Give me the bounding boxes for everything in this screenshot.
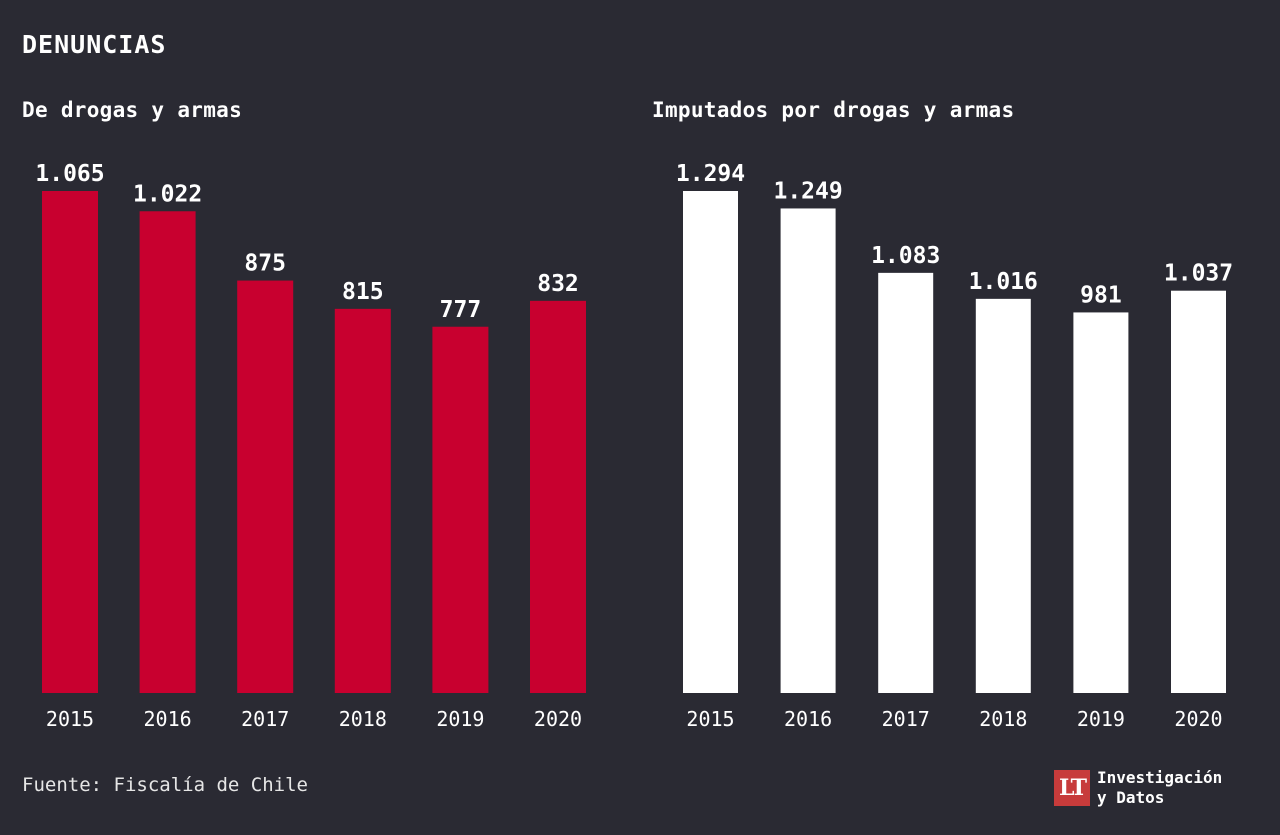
value-label-denuncias-2019: 777 [440, 297, 482, 323]
chart-title-imputados: Imputados por drogas y armas [652, 98, 1015, 122]
source-note: Fuente: Fiscalía de Chile [22, 774, 308, 796]
value-label-imputados-2017: 1.083 [871, 243, 940, 269]
bar-imputados-2019 [1073, 312, 1129, 693]
tick-label-denuncias-2019: 2019 [436, 707, 484, 731]
tick-label-denuncias-2020: 2020 [534, 707, 582, 731]
bar-imputados-2018 [975, 298, 1031, 693]
tick-label-imputados-2017: 2017 [882, 707, 930, 731]
bar-denuncias-2015 [42, 191, 98, 693]
value-label-imputados-2016: 1.249 [773, 178, 842, 204]
brand-line-2: y Datos [1097, 788, 1165, 807]
bar-imputados-2020 [1171, 290, 1226, 693]
bar-denuncias-2020 [530, 300, 586, 693]
tick-label-denuncias-2018: 2018 [339, 707, 387, 731]
bar-imputados-2017 [878, 272, 934, 693]
brand-name: Investigación y Datos [1097, 768, 1222, 808]
tick-label-denuncias-2015: 2015 [46, 707, 94, 731]
tick-label-imputados-2015: 2015 [686, 707, 734, 731]
value-label-denuncias-2018: 815 [342, 279, 384, 305]
bar-imputados-2016 [780, 208, 836, 693]
lt-logo-icon: LT [1054, 770, 1090, 806]
value-label-imputados-2015: 1.294 [676, 161, 745, 187]
brand-line-1: Investigación [1097, 768, 1223, 787]
value-label-denuncias-2020: 832 [537, 271, 579, 297]
tick-label-imputados-2019: 2019 [1077, 707, 1125, 731]
value-label-imputados-2020: 1.037 [1164, 261, 1233, 287]
value-label-denuncias-2017: 875 [244, 251, 286, 277]
value-label-imputados-2019: 981 [1080, 282, 1122, 308]
tick-label-imputados-2018: 2018 [979, 707, 1027, 731]
bar-denuncias-2018 [334, 308, 391, 693]
brand-logo-block: LT Investigación y Datos [1054, 768, 1222, 808]
tick-label-imputados-2016: 2016 [784, 707, 832, 731]
value-label-imputados-2018: 1.016 [969, 269, 1038, 295]
value-label-denuncias-2016: 1.022 [133, 181, 202, 207]
bar-denuncias-2017 [237, 280, 294, 693]
value-label-denuncias-2015: 1.065 [35, 161, 104, 187]
tick-label-denuncias-2017: 2017 [241, 707, 289, 731]
chart-title-denuncias: De drogas y armas [22, 98, 243, 122]
bar-imputados-2015 [683, 191, 738, 693]
tick-label-imputados-2020: 2020 [1174, 707, 1222, 731]
tick-label-denuncias-2016: 2016 [144, 707, 192, 731]
bar-denuncias-2019 [432, 326, 489, 693]
page-title: DENUNCIAS [22, 30, 167, 59]
bar-denuncias-2016 [139, 211, 196, 693]
